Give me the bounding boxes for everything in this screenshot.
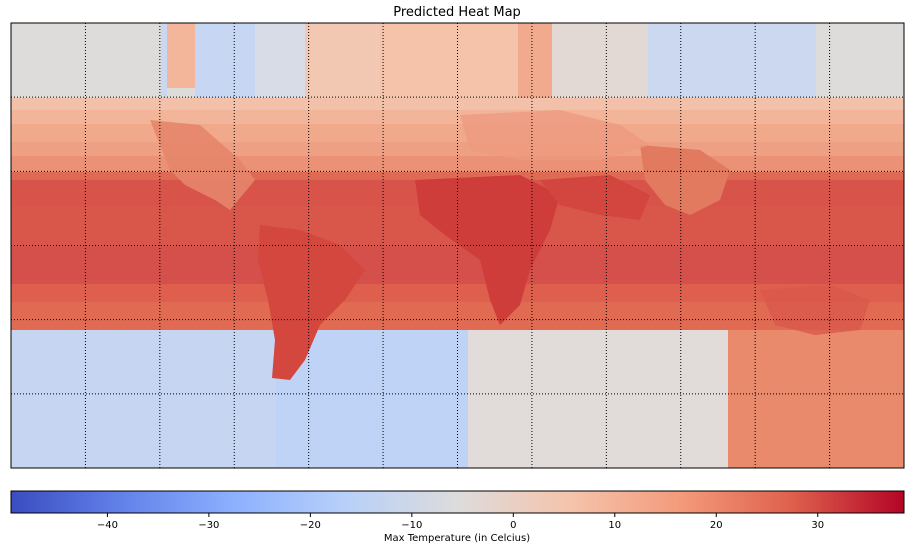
colorbar-label: Max Temperature (in Celcius) (383, 533, 531, 544)
map-title: Predicted Heat Map (393, 5, 521, 20)
colorbar-tick-label: −10 (401, 520, 422, 531)
colorbar-tick-label: −30 (198, 520, 219, 531)
graticule (11, 23, 904, 468)
colorbar (10, 490, 905, 514)
colorbar-tick-label: 20 (710, 520, 723, 531)
colorbar-tick-label: −40 (97, 520, 118, 531)
colorbar-tick-label: −20 (300, 520, 321, 531)
colorbar-tick-label: 10 (608, 520, 621, 531)
colorbar-tick-label: 0 (510, 520, 516, 531)
colorbar-tick-label: 30 (811, 520, 824, 531)
colorbar-ticks: −40 −30 −20 −10 0 10 20 30 (97, 513, 824, 531)
